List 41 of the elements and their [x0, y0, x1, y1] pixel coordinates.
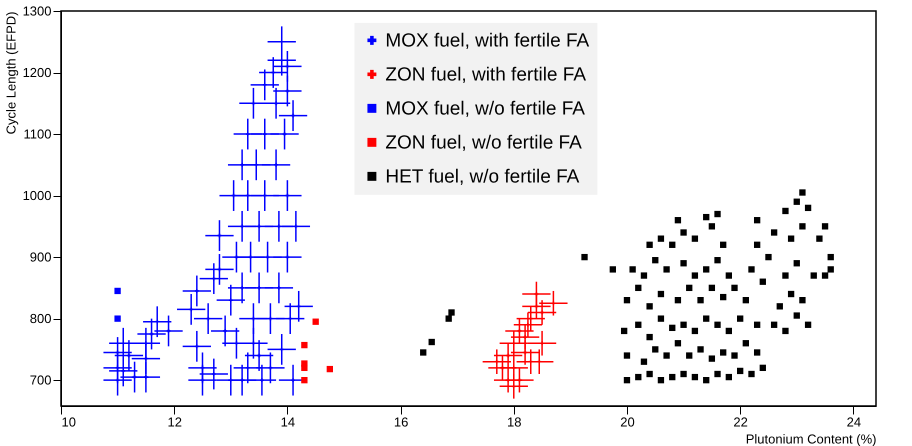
x-tick-label: 18	[507, 414, 522, 430]
x-tick-label: 12	[167, 414, 182, 430]
x-tick-label: 16	[394, 414, 408, 430]
y-tick-label: 1100	[24, 126, 52, 142]
point	[301, 342, 308, 348]
y-tick-label: 1300	[22, 4, 52, 18]
x-tick-label: 24	[846, 414, 862, 430]
y-tick-label: 700	[30, 372, 52, 388]
x-tick-label: 20	[620, 414, 635, 430]
point	[301, 376, 308, 384]
point	[312, 318, 319, 325]
legend-label: HET fuel, w/o fertile FA	[385, 166, 580, 188]
point	[518, 378, 522, 382]
point	[523, 335, 528, 340]
point	[301, 364, 308, 372]
y-tick-label: 900	[30, 250, 52, 265]
legend-label: MOX fuel, w/o fertile FA	[385, 98, 586, 120]
x-tick-label: 10	[62, 414, 76, 430]
point	[540, 310, 544, 314]
legend-label: MOX fuel, with fertile FA	[385, 30, 590, 52]
point	[114, 315, 121, 322]
point	[534, 292, 538, 296]
x-axis-title: Plutonium Content (%)	[746, 432, 876, 446]
point	[528, 316, 533, 321]
point	[114, 288, 121, 294]
legend-label: ZON fuel, w/o fertile FA	[385, 132, 582, 154]
point	[518, 329, 522, 333]
x-tick-label: 22	[733, 414, 748, 430]
point	[534, 304, 538, 308]
point	[506, 354, 510, 358]
point	[506, 378, 510, 382]
point	[326, 366, 333, 372]
y-axis-title: Cycle Length (EFPD)	[4, 12, 19, 134]
y-tick-label: 800	[30, 311, 52, 326]
point	[512, 366, 516, 370]
y-tick-label: 1000	[22, 188, 52, 204]
x-tick-label: 14	[280, 414, 296, 430]
y-tick-label: 1200	[22, 65, 52, 80]
legend-label: ZON fuel, with fertile FA	[385, 64, 586, 86]
point	[523, 350, 528, 354]
point	[500, 366, 504, 370]
